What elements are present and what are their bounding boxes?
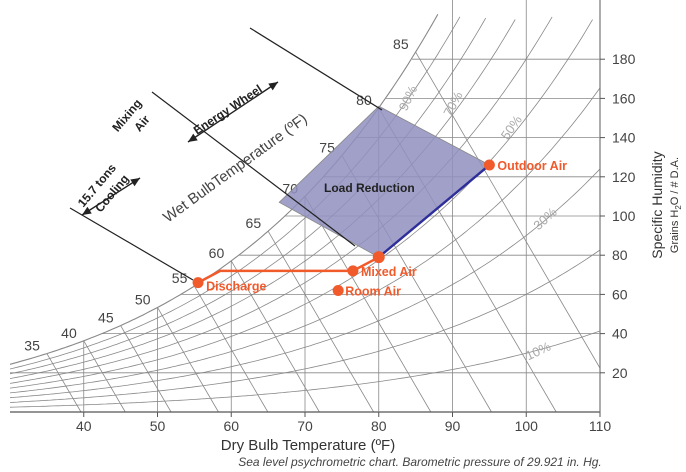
y-tick-label-80: 80 xyxy=(612,247,628,263)
wet-bulb-label-40: 40 xyxy=(61,325,77,341)
rh-curve-20 xyxy=(10,249,600,403)
cooling-arrow-head-end xyxy=(130,178,140,187)
wet-bulb-label-75: 75 xyxy=(319,139,335,155)
wet-bulb-label-45: 45 xyxy=(98,310,114,326)
y-axis-sublabel: Grains H2O / # D.A. xyxy=(669,157,683,253)
rh-label-10: 10% xyxy=(523,338,553,363)
cooling-arrow-line xyxy=(81,177,141,216)
wet-bulb-line-50 xyxy=(157,307,219,413)
outdoor-to-coil-line xyxy=(377,164,491,259)
outdoor-air-label: Outdoor Air xyxy=(497,159,567,173)
load-reduction-label: Load Reduction xyxy=(324,181,415,195)
rh-curve-40 xyxy=(10,87,600,394)
x-tick-label-100: 100 xyxy=(515,418,539,434)
wet-bulb-line-70 xyxy=(304,196,432,413)
x-tick-label-40: 40 xyxy=(76,418,92,434)
process-lines: Outdoor Air Mixed Air Discharge Room Air xyxy=(192,159,567,298)
wet-bulb-label-80: 80 xyxy=(356,92,372,108)
wet-bulb-label-60: 60 xyxy=(209,245,225,261)
chart-caption: Sea level psychrometric chart. Barometri… xyxy=(238,455,602,469)
energy-wheel-arrow-line xyxy=(187,81,279,143)
mixed-air-point xyxy=(347,265,359,277)
discharge-label: Discharge xyxy=(206,280,266,294)
y-tick-label-140: 140 xyxy=(612,130,636,146)
x-tick-label-50: 50 xyxy=(150,418,166,434)
discharge-point xyxy=(192,277,204,289)
load-reduction-region-group: Load Reduction xyxy=(278,105,491,259)
x-tick-label-60: 60 xyxy=(223,418,239,434)
wet-bulb-label-65: 65 xyxy=(246,215,262,231)
y-axis-sublabel-part1: Grains H xyxy=(669,210,681,253)
wet-bulb-label-85: 85 xyxy=(393,36,409,52)
x-tick-label-90: 90 xyxy=(445,418,461,434)
x-axis-title: Dry Bulb Temperature (ºF) xyxy=(221,437,395,454)
x-tick-label-80: 80 xyxy=(371,418,387,434)
wet-bulb-label-35: 35 xyxy=(24,338,40,354)
y-tick-label-40: 40 xyxy=(612,326,628,342)
mixing-air-line xyxy=(151,91,356,247)
y-tick-label-120: 120 xyxy=(612,169,636,185)
wet-bulb-line-85 xyxy=(415,51,601,369)
cooling-line xyxy=(69,207,194,281)
y-tick-label-20: 20 xyxy=(612,365,628,381)
y-axis-title: Specific Humidity xyxy=(649,151,665,258)
x-tick-label-110: 110 xyxy=(589,418,612,434)
coil-point xyxy=(372,251,385,264)
y-tick-label-60: 60 xyxy=(612,286,628,302)
wet-bulb-line-40 xyxy=(83,340,126,413)
wet-bulb-line-35 xyxy=(46,353,82,413)
rh-label-70: 70% xyxy=(440,88,466,118)
wet-bulb-line-65 xyxy=(267,230,374,413)
wet-bulb-label-50: 50 xyxy=(135,291,151,307)
energy-wheel-arrow-head-start xyxy=(188,133,198,142)
wet-bulb-line-45 xyxy=(120,325,172,413)
y-axis-sublabel-part3: O / # D.A. xyxy=(669,157,681,205)
cooling-arrow-head-start xyxy=(82,206,92,215)
rh-label-90: 90% xyxy=(396,83,421,113)
y-tick-label-160: 160 xyxy=(612,90,636,106)
y-tick-label-180: 180 xyxy=(612,51,636,67)
process-path xyxy=(197,256,380,284)
room-air-label: Room Air xyxy=(345,284,401,298)
y-axis-sublabel-subscript: 2 xyxy=(674,205,683,210)
y-tick-label-100: 100 xyxy=(612,208,636,224)
wet-bulb-title: Wet BulbTemperature (ºF) xyxy=(160,110,310,226)
outdoor-air-point xyxy=(483,159,495,171)
room-air-point xyxy=(332,284,344,296)
rh-curve-10 xyxy=(10,330,600,408)
axis-ticks: 40 50 60 70 80 90 100 110 20 40 60 80 100 120 140 160 18… xyxy=(76,51,636,434)
energy-wheel-arrow-head-end xyxy=(268,82,278,91)
rh-curve-30 xyxy=(10,168,600,399)
x-tick-label-70: 70 xyxy=(297,418,313,434)
energy-wheel-label: Energy Wheel xyxy=(191,82,265,138)
mixed-air-label: Mixed Air xyxy=(361,265,417,279)
energy-wheel-line xyxy=(249,27,383,111)
